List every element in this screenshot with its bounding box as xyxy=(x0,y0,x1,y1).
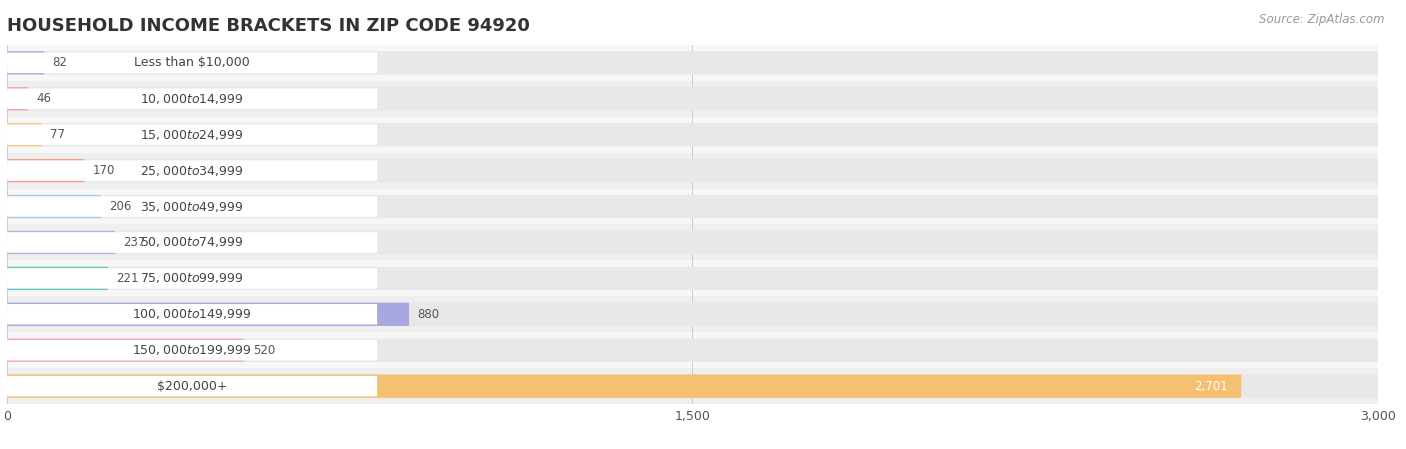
Bar xyxy=(7,296,1378,332)
Text: $200,000+: $200,000+ xyxy=(157,380,228,392)
Bar xyxy=(7,153,1378,189)
FancyBboxPatch shape xyxy=(7,87,1378,110)
FancyBboxPatch shape xyxy=(7,123,42,146)
FancyBboxPatch shape xyxy=(7,231,1378,254)
Text: Less than $10,000: Less than $10,000 xyxy=(134,57,250,69)
Text: 2,701: 2,701 xyxy=(1194,380,1227,392)
Bar xyxy=(7,332,1378,368)
FancyBboxPatch shape xyxy=(7,303,1378,326)
Text: 237: 237 xyxy=(124,236,146,249)
FancyBboxPatch shape xyxy=(7,232,377,253)
FancyBboxPatch shape xyxy=(7,376,377,396)
FancyBboxPatch shape xyxy=(7,267,1378,290)
FancyBboxPatch shape xyxy=(7,51,1378,75)
Text: 880: 880 xyxy=(418,308,440,321)
Bar xyxy=(7,117,1378,153)
Text: 520: 520 xyxy=(253,344,276,357)
FancyBboxPatch shape xyxy=(7,124,377,145)
FancyBboxPatch shape xyxy=(7,53,377,73)
Bar xyxy=(7,368,1378,404)
Bar xyxy=(7,260,1378,296)
FancyBboxPatch shape xyxy=(7,195,1378,218)
Text: 170: 170 xyxy=(93,164,115,177)
Text: $50,000 to $74,999: $50,000 to $74,999 xyxy=(141,235,243,250)
FancyBboxPatch shape xyxy=(7,196,377,217)
FancyBboxPatch shape xyxy=(7,374,1378,398)
FancyBboxPatch shape xyxy=(7,268,377,289)
Text: 77: 77 xyxy=(51,128,66,141)
Text: $25,000 to $34,999: $25,000 to $34,999 xyxy=(141,163,243,178)
FancyBboxPatch shape xyxy=(7,51,45,75)
FancyBboxPatch shape xyxy=(7,159,1378,182)
Bar xyxy=(7,45,1378,81)
Text: $75,000 to $99,999: $75,000 to $99,999 xyxy=(141,271,243,286)
Text: $10,000 to $14,999: $10,000 to $14,999 xyxy=(141,92,243,106)
Text: $150,000 to $199,999: $150,000 to $199,999 xyxy=(132,343,252,357)
Bar xyxy=(7,224,1378,260)
FancyBboxPatch shape xyxy=(7,339,245,362)
Text: HOUSEHOLD INCOME BRACKETS IN ZIP CODE 94920: HOUSEHOLD INCOME BRACKETS IN ZIP CODE 94… xyxy=(7,17,530,35)
Text: Source: ZipAtlas.com: Source: ZipAtlas.com xyxy=(1260,13,1385,26)
Text: $35,000 to $49,999: $35,000 to $49,999 xyxy=(141,199,243,214)
Text: $15,000 to $24,999: $15,000 to $24,999 xyxy=(141,128,243,142)
FancyBboxPatch shape xyxy=(7,231,115,254)
Text: 82: 82 xyxy=(53,57,67,69)
FancyBboxPatch shape xyxy=(7,339,1378,362)
FancyBboxPatch shape xyxy=(7,303,409,326)
Bar xyxy=(7,81,1378,117)
Text: 206: 206 xyxy=(110,200,132,213)
FancyBboxPatch shape xyxy=(7,123,1378,146)
Text: $100,000 to $149,999: $100,000 to $149,999 xyxy=(132,307,252,321)
Text: 46: 46 xyxy=(37,92,51,105)
Text: 221: 221 xyxy=(117,272,139,285)
FancyBboxPatch shape xyxy=(7,195,101,218)
FancyBboxPatch shape xyxy=(7,87,28,110)
FancyBboxPatch shape xyxy=(7,340,377,361)
FancyBboxPatch shape xyxy=(7,304,377,325)
FancyBboxPatch shape xyxy=(7,267,108,290)
Bar xyxy=(7,189,1378,224)
FancyBboxPatch shape xyxy=(7,88,377,109)
FancyBboxPatch shape xyxy=(7,160,377,181)
FancyBboxPatch shape xyxy=(7,159,84,182)
FancyBboxPatch shape xyxy=(7,374,1241,398)
